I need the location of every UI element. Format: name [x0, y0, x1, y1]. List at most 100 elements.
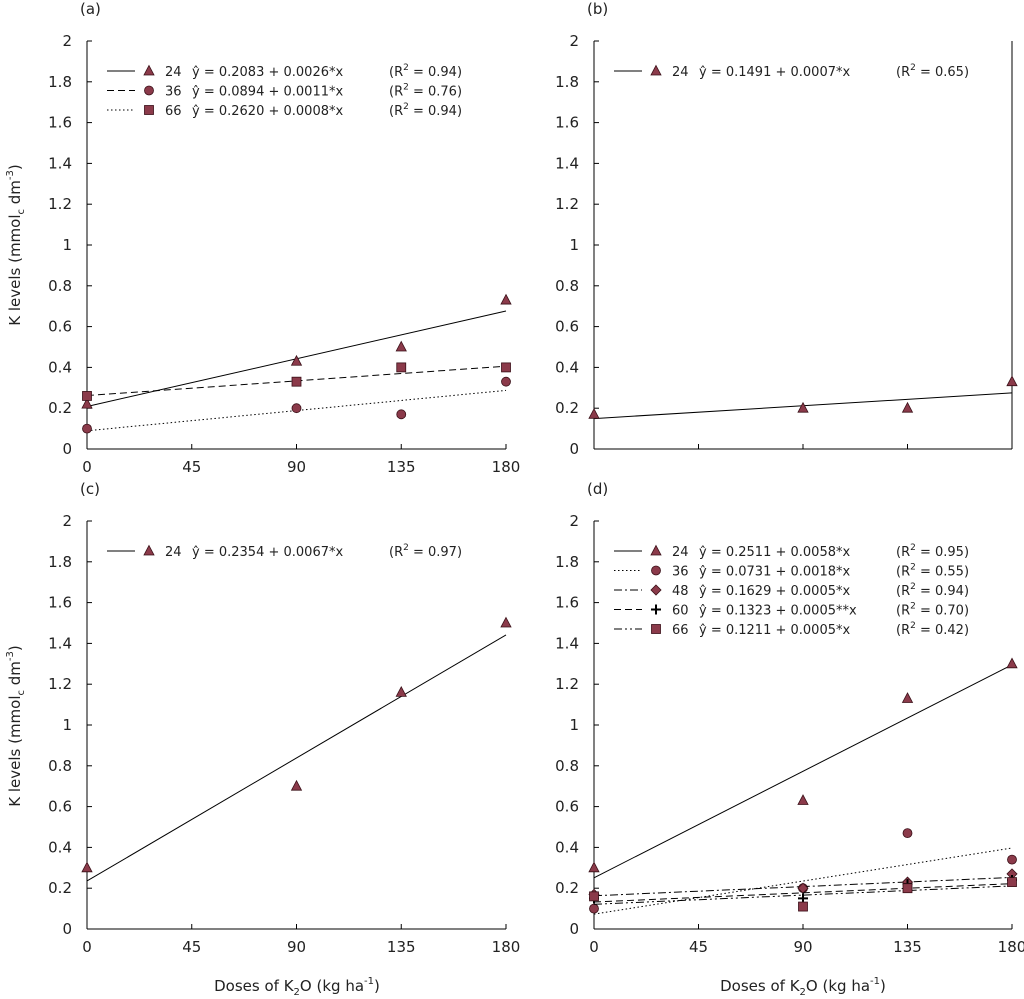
x-tick-label: 180 [492, 458, 521, 476]
y-tick-label: 1.4 [48, 154, 72, 172]
legend-equation: ŷ = 0.2620 + 0.0008*x [192, 104, 343, 119]
legend-equation: ŷ = 0.1323 + 0.0005**x [699, 604, 857, 619]
y-tick-label: 0.8 [555, 277, 579, 295]
y-tick-label: 0.4 [48, 358, 72, 376]
legend: 24 ŷ = 0.2083 + 0.0026*x (R2 = 0.94) 36 ŷ = … [107, 63, 462, 119]
y-tick-label: 2 [62, 32, 72, 50]
y-tick-label: 0 [62, 920, 72, 938]
x-tick-label: 90 [287, 458, 306, 476]
y-tick-label: 0.8 [48, 277, 72, 295]
x-tick-label: 0 [82, 458, 92, 476]
data-point-24 [588, 861, 600, 873]
legend-marker-24 [143, 64, 155, 76]
data-point-66 [589, 891, 599, 902]
data-point-36 [1007, 854, 1017, 865]
data-point-66 [798, 901, 808, 912]
y-tick-label: 0.8 [48, 757, 72, 775]
panel-3: (c) 0 0.2 0.4 0.6 0.8 1 1.2 1.4 1.6 1.8 2 0 45 90 135 18… [48, 480, 520, 956]
y-tick-label: 1.6 [48, 114, 72, 132]
data-point-24 [901, 401, 914, 413]
data-point-36 [396, 409, 407, 420]
panel-label: (d) [587, 480, 608, 498]
legend-equation: ŷ = 0.0731 + 0.0018*x [699, 565, 850, 580]
y-tick-label: 1.2 [555, 675, 579, 693]
legend-equation: ŷ = 0.2511 + 0.0058*x [699, 545, 850, 560]
legend-series-name: 66 [165, 104, 182, 119]
y-tick-label: 2 [569, 512, 579, 530]
legend-r2: (R2 = 0.95) [896, 543, 969, 560]
y-tick-label: 0.4 [48, 838, 72, 856]
y-tick-label: 0 [569, 920, 579, 938]
legend-r2: (R2 = 0.94) [389, 102, 462, 119]
legend-r2: (R2 = 0.97) [389, 543, 462, 560]
legend-series-name: 36 [165, 85, 182, 100]
legend-equation: ŷ = 0.1211 + 0.0005*x [699, 623, 850, 638]
data-point-36 [82, 423, 92, 434]
legend: 24 ŷ = 0.1491 + 0.0007*x (R2 = 0.65) [614, 63, 969, 80]
y-tick-label: 0.2 [555, 399, 579, 417]
legend-r2: (R2 = 0.94) [389, 63, 462, 80]
x-axis-label-left: Doses of K2O (kg ha-1) [214, 976, 380, 998]
data-point-66 [291, 376, 302, 387]
y-tick-label: 0 [569, 440, 579, 458]
x-tick-label: 135 [387, 938, 416, 956]
y-tick-label: 1.6 [555, 594, 579, 612]
panel-2: (b) 0 0.2 0.4 0.6 0.8 1 1.2 1.4 1.6 1.8 2 24 ŷ = 0.14… [555, 0, 1018, 458]
y-tick-label: 1.8 [48, 553, 72, 571]
data-point-24 [797, 794, 809, 805]
panel-label: (c) [80, 480, 100, 498]
y-tick-label: 1.4 [48, 634, 72, 652]
data-point-66 [501, 362, 511, 373]
legend-marker-66 [651, 624, 661, 634]
y-tick-label: 0.6 [48, 798, 72, 816]
legend-r2: (R2 = 0.55) [896, 563, 969, 580]
data-point-66 [1007, 877, 1017, 887]
legend-equation: ŷ = 0.2083 + 0.0026*x [192, 65, 343, 80]
y-tick-label: 2 [62, 512, 72, 530]
data-point-24 [81, 861, 93, 873]
data-point-48 [797, 882, 809, 894]
legend-equation: ŷ = 0.2354 + 0.0067*x [192, 545, 343, 560]
data-point-24 [1006, 657, 1018, 669]
data-point-24 [500, 293, 512, 305]
x-tick-label: 0 [82, 938, 92, 956]
data-point-24 [290, 354, 303, 366]
legend-series-name: 24 [165, 65, 182, 80]
y-tick-label: 0.6 [48, 318, 72, 336]
y-tick-label: 1 [62, 716, 72, 734]
y-tick-label: 0.6 [555, 318, 579, 336]
data-point-66 [396, 362, 407, 373]
y-tick-label: 1.4 [555, 154, 579, 172]
legend-marker-24 [650, 544, 662, 556]
legend-equation: ŷ = 0.0894 + 0.0011*x [192, 85, 343, 100]
legend-marker-24 [143, 544, 155, 556]
fit-line-24 [86, 634, 507, 882]
data-point-24 [395, 340, 407, 352]
y-tick-label: 1.8 [555, 73, 579, 91]
legend-marker-48 [650, 584, 662, 596]
legend: 24 ŷ = 0.2511 + 0.0058*x (R2 = 0.95) 36 ŷ = … [614, 543, 969, 638]
y-tick-label: 0.4 [555, 838, 579, 856]
y-tick-label: 0 [62, 440, 72, 458]
data-point-24 [588, 407, 600, 419]
legend-series-name: 48 [672, 584, 689, 599]
y-tick-label: 1.4 [555, 634, 579, 652]
panel-4: (d) 0 0.2 0.4 0.6 0.8 1 1.2 1.4 1.6 1.8 2 0 45 90 135 18… [555, 480, 1024, 956]
legend-r2: (R2 = 0.94) [896, 582, 969, 599]
data-point-36 [501, 376, 511, 387]
x-axis-label-right: Doses of K2O (kg ha-1) [720, 976, 886, 998]
legend-r2: (R2 = 0.70) [896, 602, 969, 619]
y-tick-label: 1 [62, 236, 72, 254]
x-tick-label: 180 [998, 938, 1024, 956]
panel-label: (a) [80, 0, 101, 18]
y-tick-label: 0.2 [555, 879, 579, 897]
legend-marker-36 [651, 565, 661, 576]
data-point-24 [290, 779, 303, 791]
legend-marker-66 [144, 105, 154, 115]
data-point-24 [797, 401, 809, 413]
y-tick-label: 1.6 [48, 594, 72, 612]
data-point-24 [901, 692, 914, 703]
y-tick-label: 0.2 [48, 399, 72, 417]
y-tick-label: 1.8 [555, 553, 579, 571]
data-point-24 [1006, 375, 1018, 387]
